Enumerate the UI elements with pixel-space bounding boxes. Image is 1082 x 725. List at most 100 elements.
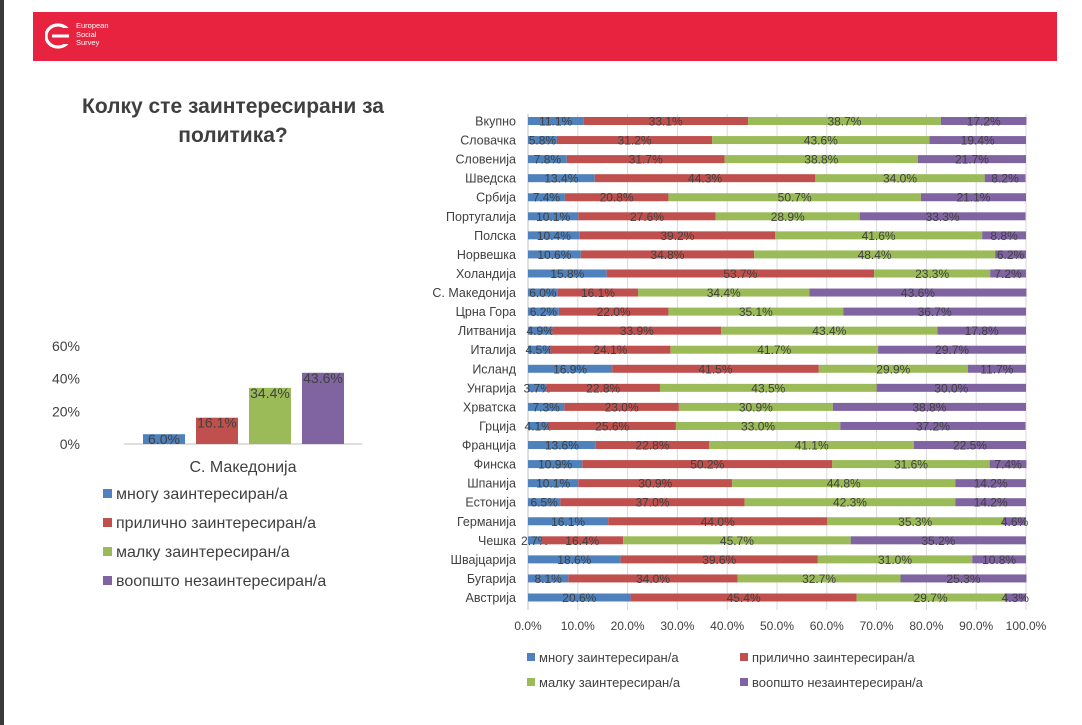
- bar-segment-1: [528, 364, 613, 373]
- data-label: 33.3%: [926, 210, 960, 224]
- bar-segment-4: [843, 307, 1026, 316]
- data-label: 7.2%: [994, 267, 1022, 281]
- bar-segment-4: [972, 555, 1026, 564]
- bar-segment-3: [709, 441, 914, 450]
- data-label: 4.3%: [1002, 591, 1030, 605]
- y-category-label: Естонија: [465, 496, 516, 510]
- data-label: 34.8%: [650, 248, 684, 262]
- y-category-label: Холандија: [456, 267, 516, 281]
- data-label: 42.3%: [833, 496, 867, 510]
- bar-segment-1: [528, 421, 549, 430]
- bar-segment-2: [568, 574, 738, 583]
- x-category-label: С. Македонија: [189, 459, 296, 476]
- bar-segment-3: [712, 136, 930, 145]
- bar-segment-3: [678, 402, 833, 411]
- data-label: 43.6%: [804, 134, 838, 148]
- data-label: 8.8%: [990, 229, 1018, 243]
- bar-segment-1: [528, 231, 580, 240]
- bar-segment-4: [995, 250, 1026, 259]
- data-label: 31.0%: [878, 553, 912, 567]
- bar-segment-1: [528, 136, 557, 145]
- data-label: 15.8%: [550, 267, 584, 281]
- data-label: 16.1%: [581, 286, 615, 300]
- data-label: 4.1%: [525, 419, 553, 433]
- bar-segment-2: [595, 441, 710, 450]
- bar-segment-1: [528, 117, 584, 125]
- legend-swatch: [103, 518, 112, 527]
- bar-segment-4: [967, 364, 1026, 373]
- y-category-label: Полска: [474, 229, 516, 243]
- bar-segment-1: [528, 441, 596, 450]
- bar-segment-2: [606, 269, 875, 278]
- data-label: 35.2%: [921, 534, 955, 548]
- data-label: 28.9%: [771, 210, 805, 224]
- y-tick-label: 40%: [52, 371, 80, 387]
- data-label: 6.5%: [531, 496, 559, 510]
- bar-segment-2: [580, 250, 755, 259]
- data-label: 41.7%: [757, 343, 791, 357]
- y-category-label: Германија: [457, 515, 516, 529]
- x-tick-label: 40.0%: [710, 619, 744, 633]
- data-label: 43.6%: [303, 370, 343, 386]
- bar-segment-2: [583, 117, 749, 125]
- data-label: 4.9%: [527, 324, 555, 338]
- data-label: 22.5%: [953, 439, 987, 453]
- data-label: 6.2%: [997, 248, 1025, 262]
- bar-segment-1: [528, 307, 559, 316]
- bar-segment-4: [878, 345, 1026, 354]
- bar-segment-1: [528, 326, 553, 335]
- data-label: 35.1%: [739, 305, 773, 319]
- bar-segment-4: [1004, 593, 1026, 602]
- bar-segment-1: [528, 269, 607, 278]
- data-label: 8.1%: [534, 572, 562, 586]
- data-label: 44.3%: [688, 172, 722, 186]
- data-label: 13.6%: [545, 439, 579, 453]
- data-label: 31.7%: [629, 153, 663, 167]
- y-category-label: Франција: [462, 439, 516, 453]
- bar-segment-1: [528, 345, 551, 354]
- legend-label: прилично заинтересиран/а: [116, 515, 316, 532]
- data-label: 6.0%: [148, 431, 180, 447]
- bar-segment-3: [724, 155, 918, 164]
- data-label: 30.9%: [638, 477, 672, 491]
- legend-swatch: [103, 489, 112, 498]
- bar-segment-3: [638, 288, 810, 297]
- legend-swatch: [527, 653, 535, 661]
- x-tick-label: 20.0%: [611, 619, 645, 633]
- bar-segment-4: [929, 136, 1026, 145]
- data-label: 50.7%: [778, 191, 812, 205]
- data-label: 16.1%: [551, 515, 585, 529]
- bar-segment-3: [668, 307, 844, 316]
- y-category-label: Словачка: [460, 134, 516, 148]
- window-edge: [0, 0, 4, 725]
- bar-segment-3: [815, 174, 985, 183]
- bar-segment-4: [1003, 517, 1026, 526]
- bar-segment-2: [582, 460, 833, 469]
- data-label: 17.2%: [967, 115, 1001, 129]
- bar-segment-1: [528, 212, 579, 221]
- data-label: 22.8%: [635, 439, 669, 453]
- x-tick-label: 30.0%: [660, 619, 694, 633]
- bar-segment-2: [546, 383, 660, 392]
- y-category-label: Шпанија: [467, 477, 516, 491]
- bar-segment-4: [955, 498, 1026, 507]
- data-label: 45.4%: [727, 591, 761, 605]
- bar-segment-2: [558, 307, 669, 316]
- bar-segment-2: [608, 517, 828, 526]
- bar-2: [196, 417, 238, 444]
- ess-logo-icon: [45, 23, 73, 49]
- data-label: 31.2%: [618, 134, 652, 148]
- data-label: 10.4%: [537, 229, 571, 243]
- data-label: 32.7%: [802, 572, 836, 586]
- bar-segment-2: [578, 212, 716, 221]
- header-band: European Social Survey: [33, 12, 1057, 61]
- bar-segment-4: [917, 155, 1026, 164]
- data-label: 43.5%: [751, 381, 785, 395]
- bar-segment-4: [840, 421, 1026, 430]
- y-tick-label: 20%: [52, 403, 80, 419]
- bar-segment-3: [659, 383, 877, 392]
- bar-segment-4: [876, 383, 1026, 392]
- data-label: 14.2%: [974, 477, 1008, 491]
- bar-segment-2: [560, 498, 745, 507]
- y-category-label: Словенија: [456, 153, 517, 167]
